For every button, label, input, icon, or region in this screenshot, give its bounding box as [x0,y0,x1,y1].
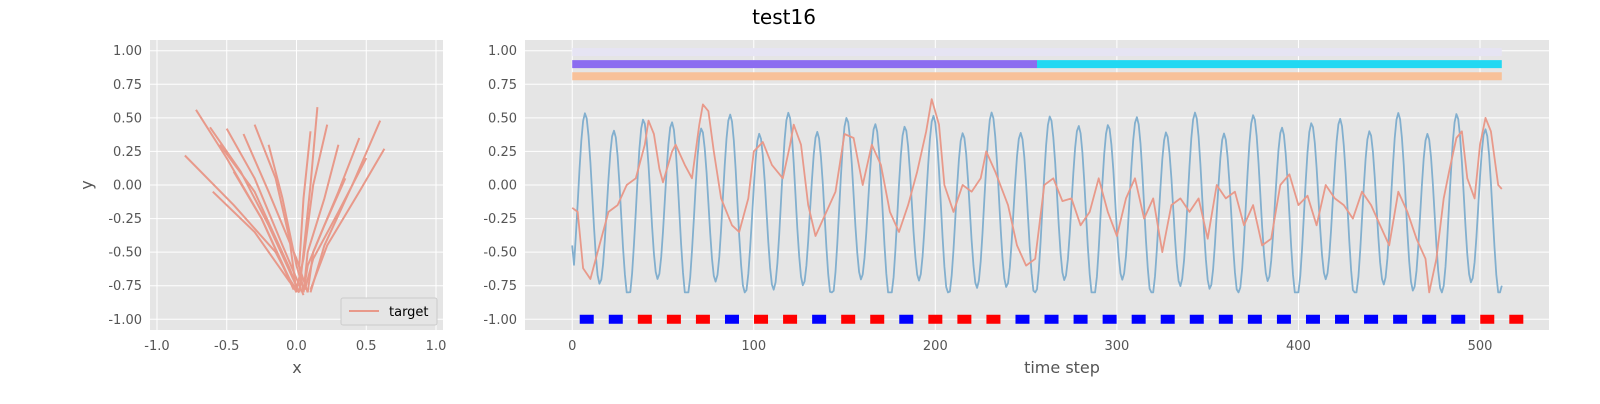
target-series-line [212,190,301,294]
right-x-tick-label: 500 [1468,339,1493,354]
left-y-tick-label: -1.00 [108,313,142,328]
target-series-line [218,144,298,287]
right-grid [525,40,1549,330]
right-y-tick-label: -1.00 [483,313,517,328]
blue-marker [1393,314,1408,324]
blue-marker [812,314,827,324]
red-marker [957,314,972,324]
blue-marker [1189,314,1204,324]
target-series-line [302,144,340,293]
left-panel: -1.0 -0.5 0.0 0.5 1.0 -1.00 -0.75 -0.50 -0.25 0.0… [77,40,446,377]
blue-marker [1218,314,1233,324]
right-x-tick-label: 100 [741,339,766,354]
left-data [184,107,386,296]
target-series-line [309,148,386,291]
right-x-axis-label: time step [1024,358,1100,377]
red-marker [870,314,885,324]
left-x-tick-label: -1.0 [144,339,169,354]
red-series-line [571,98,1503,294]
blue-marker [899,314,914,324]
right-data [571,98,1503,294]
left-y-tick-label: -0.50 [108,246,142,261]
right-y-tick-label: 0.50 [488,111,517,126]
right-panel: 0 100 200 300 400 500 -1.00 -0.75 -0.50 -0.25 0.00… [483,40,1549,377]
left-y-tick-label: -0.75 [108,279,142,294]
blue-marker [579,314,594,324]
right-y-tick-label: 0.25 [488,145,517,160]
blue-marker [608,314,623,324]
legend-label-target: target [389,305,429,320]
red-marker [666,314,681,324]
left-ticks: -1.0 -0.5 0.0 0.5 1.0 -1.00 -0.75 -0.50 -0.25 0.0… [108,44,446,354]
right-y-tick-label: -0.25 [483,212,517,227]
left-legend: target [340,297,438,326]
target-series-line [298,131,312,293]
right-x-tick-label: 0 [568,339,576,354]
blue-marker [1364,314,1379,324]
left-y-tick-label: 0.00 [113,179,142,194]
red-marker [841,314,856,324]
blue-series-line [571,111,1503,294]
right-y-tick-label: 1.00 [488,44,517,59]
red-marker [1480,314,1495,324]
blue-marker [1131,314,1146,324]
right-markers [579,314,1524,324]
left-y-tick-label: -0.25 [108,212,142,227]
red-marker [754,314,769,324]
left-x-tick-label: 0.5 [356,339,377,354]
left-y-tick-label: 0.25 [113,145,142,160]
right-y-tick-label: -0.50 [483,246,517,261]
right-y-tick-label: -0.75 [483,279,517,294]
target-series-line [302,177,347,293]
left-x-tick-label: 1.0 [426,339,447,354]
left-y-tick-label: 0.75 [113,78,142,93]
target-series-line [253,124,298,293]
blue-marker [724,314,739,324]
right-x-tick-label: 300 [1104,339,1129,354]
red-marker [695,314,710,324]
red-marker [928,314,943,324]
blue-marker [1451,314,1466,324]
blue-marker [1305,314,1320,324]
right-y-tick-label: 0.75 [488,78,517,93]
figure-title: test16 [752,5,816,29]
blue-marker [1276,314,1291,324]
target-series-line [242,133,309,293]
red-marker [783,314,798,324]
right-ticks: 0 100 200 300 400 500 -1.00 -0.75 -0.50 -0.25 0.00… [483,44,1492,354]
left-y-tick-label: 1.00 [113,44,142,59]
blue-marker [1073,314,1088,324]
target-series-line [295,124,329,290]
left-x-axis-label: x [292,358,301,377]
red-marker [637,314,652,324]
blue-marker [1335,314,1350,324]
blue-marker [1422,314,1437,324]
target-series-line [303,157,368,290]
red-marker [986,314,1001,324]
left-grid [150,40,443,330]
target-series-line [209,126,301,293]
blue-marker [1102,314,1117,324]
left-y-axis-label: y [77,180,96,189]
blue-marker [1247,314,1262,324]
left-y-tick-label: 0.50 [113,111,142,126]
legend-box [340,297,438,326]
right-x-tick-label: 400 [1286,339,1311,354]
right-y-tick-label: 0.00 [488,179,517,194]
right-x-tick-label: 200 [923,339,948,354]
blue-marker [1015,314,1030,324]
red-marker [1509,314,1524,324]
blue-marker [1160,314,1175,324]
left-x-tick-label: 0.0 [286,339,307,354]
left-x-tick-label: -0.5 [214,339,239,354]
blue-marker [1044,314,1059,324]
right-bars [572,48,1502,81]
